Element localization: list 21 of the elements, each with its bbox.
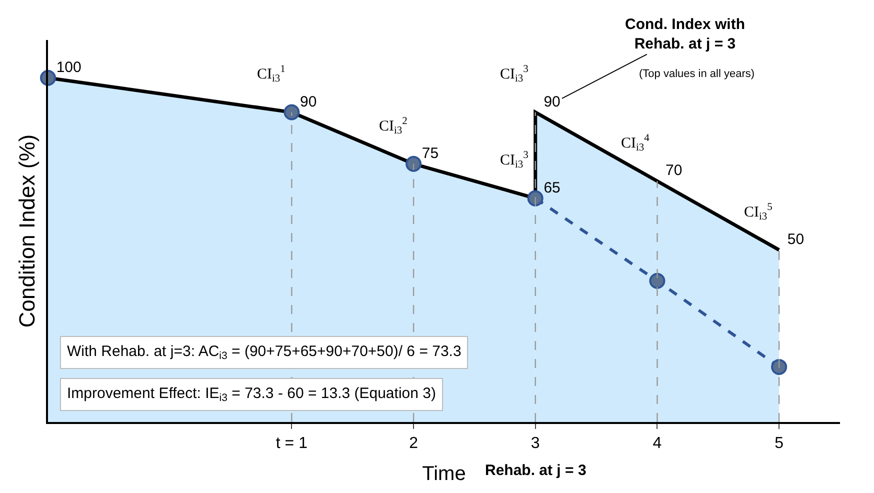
y-axis-title: Condition Index (%) [14,134,40,328]
annotation: Improvement Effect: IE$_{i3}$ = 73.3 - 60 = 13.3 (Equation 3) [67,385,436,404]
x-tick-label: t = 1 [276,435,308,452]
data-label: 75 [414,144,439,162]
x-tick-label: 4 [652,435,662,452]
x-tick-label: 3 [530,435,540,452]
x-tick-label: 5 [774,435,784,452]
point [771,358,788,375]
annotation: Cond. Index with Rehab. at j = 3 [625,16,745,52]
data-label: 50 [779,230,804,248]
data-label: 65 [535,179,560,196]
annotation: Rehab. at j = 3 [485,462,586,479]
point [649,272,666,289]
annotation: (Top values in all years) [639,68,755,80]
data-label: 90 [292,93,317,110]
x-axis-title: Time [422,463,466,486]
data-label: 90 [535,93,560,110]
data-label: 70 [657,162,682,180]
x-tick-label: 2 [409,435,418,452]
annotation: With Rehab. at j=3: AC$_{i3}$ = (90+75+65+90+70+50)/ 6 = 73.3 [67,343,462,362]
data-label: 100 [48,58,82,76]
